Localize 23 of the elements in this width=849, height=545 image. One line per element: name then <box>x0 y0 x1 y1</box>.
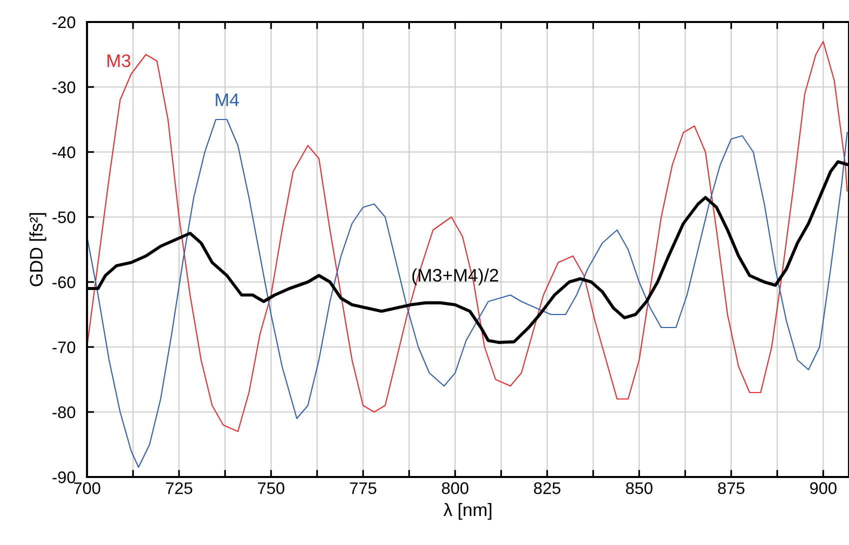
x-tick-label: 850 <box>626 482 652 494</box>
x-tick-label: 800 <box>442 482 468 494</box>
y-tick-label: -90 <box>52 471 76 484</box>
y-tick-label: -70 <box>52 341 76 354</box>
x-tick-label: 775 <box>350 482 376 494</box>
x-tick-label: 750 <box>258 482 284 494</box>
y-tick-label: -30 <box>52 81 76 94</box>
series-label: M4 <box>216 94 239 106</box>
line-series <box>87 40 848 432</box>
x-tick-label: 875 <box>718 482 744 494</box>
x-axis-title: λ [nm] <box>444 502 492 520</box>
y-axis-title: GDD [fs²] <box>29 213 46 286</box>
x-tick-label: 700 <box>74 482 100 494</box>
y-tick-label: -60 <box>52 276 76 288</box>
y-tick-label: -80 <box>52 406 76 418</box>
series-label: M3 <box>108 54 130 68</box>
y-tick-label: -20 <box>52 16 76 28</box>
line-series <box>87 118 848 468</box>
x-tick-label: 900 <box>810 482 836 494</box>
x-tick-label: 825 <box>534 482 560 494</box>
y-tick-label: -40 <box>52 146 76 158</box>
x-tick-label: 725 <box>166 482 192 494</box>
y-tick-label: -50 <box>52 211 76 224</box>
